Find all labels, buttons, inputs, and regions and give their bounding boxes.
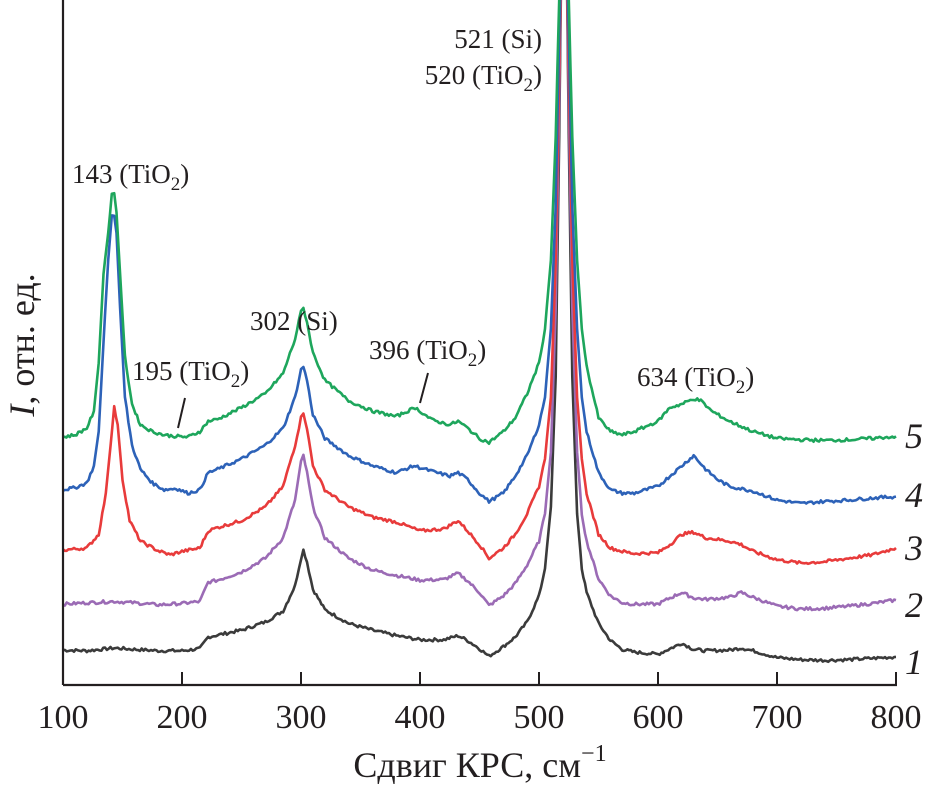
curve-label-3: 3: [904, 528, 923, 568]
y-axis-title: I, отн. ед.: [2, 273, 42, 417]
spectrum-curve-4: [63, 0, 897, 506]
spectrum-curve-5: [63, 0, 897, 445]
curve-label-5: 5: [905, 416, 923, 456]
x-axis-title: Сдвиг КРС, см−1: [353, 741, 606, 785]
annotation-143-tio2: 143 (TiO2): [72, 159, 189, 195]
annotation-195-tio2: 195 (TiO2): [132, 356, 249, 392]
curve-label-1: 1: [905, 642, 923, 682]
curve-label-4: 4: [905, 475, 923, 515]
x-tick-label-100: 100: [38, 699, 89, 736]
x-tick-label-400: 400: [395, 699, 446, 736]
x-tick-label-500: 500: [514, 699, 565, 736]
x-tick-label-600: 600: [633, 699, 684, 736]
x-ticks: 100 200 300 400 500 600 700 800: [38, 672, 922, 736]
x-tick-label-200: 200: [157, 699, 208, 736]
x-tick-label-800: 800: [871, 699, 922, 736]
annotation-520-tio2: 520 (TiO2): [425, 60, 542, 96]
x-tick-label-700: 700: [752, 699, 803, 736]
spectrum-curve-2: [63, 0, 897, 612]
spectrum-curve-1: [63, 0, 897, 664]
annotation-634-tio2: 634 (TiO2): [637, 362, 754, 398]
annotation-396-tio2: 396 (TiO2): [369, 335, 486, 371]
annotation-521-si: 521 (Si): [454, 24, 542, 54]
annotation-leader-195: [177, 397, 186, 429]
spectra-curves: [63, 0, 897, 664]
curve-label-2: 2: [905, 585, 923, 625]
annotation-302-si: 302 (Si): [250, 306, 338, 336]
spectrum-curve-3: [63, 0, 897, 566]
x-tick-label-300: 300: [276, 699, 327, 736]
annotation-leader-396: [419, 372, 429, 404]
